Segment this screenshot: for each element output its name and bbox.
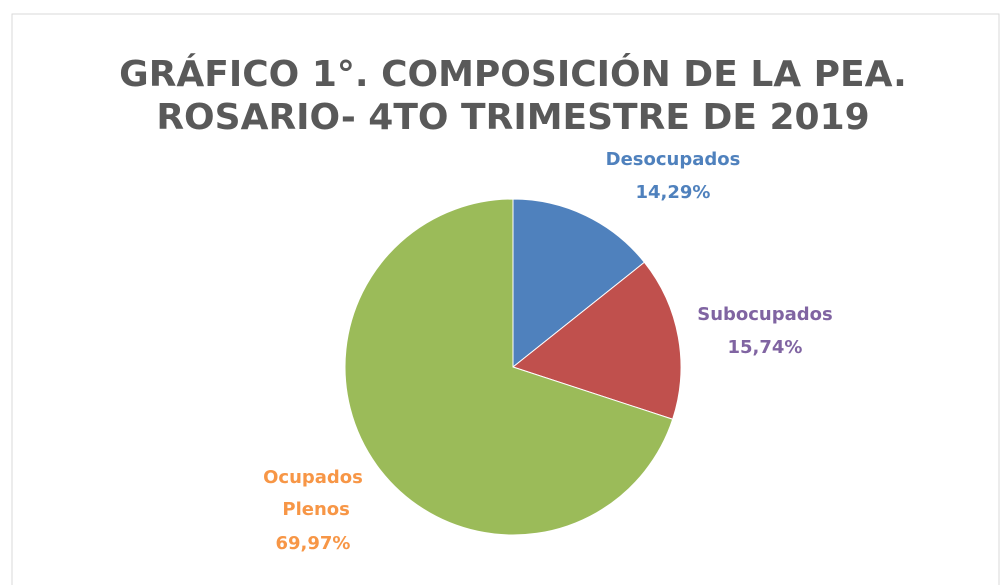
- slice-category-label: Ocupados Plenos: [263, 467, 363, 520]
- chart-title: ROSARIO- 4TO TRIMESTRE DE 2019: [156, 97, 869, 138]
- pie-slice: [344, 198, 674, 536]
- pie-slice: [511, 261, 682, 420]
- slice-value-label: 69,97%: [276, 533, 351, 554]
- slice-category-label: Desocupados: [606, 149, 741, 170]
- slice-category-label: Subocupados: [697, 304, 833, 325]
- slice-value-label: 15,74%: [728, 337, 803, 358]
- pie-slice: [512, 198, 646, 369]
- chart-title: GRÁFICO 1°. COMPOSICIÓN DE LA PEA.: [119, 53, 907, 95]
- slice-value-label: 14,29%: [636, 182, 711, 203]
